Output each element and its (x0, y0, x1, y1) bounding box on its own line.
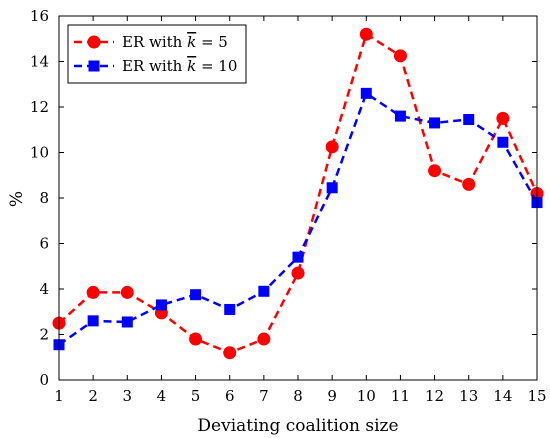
x-tick-label: 5 (191, 387, 201, 405)
series-2-point (394, 110, 406, 122)
y-tick-label: 6 (39, 235, 49, 253)
legend: ER with k = 5 ER with k = 10 (67, 24, 247, 84)
series-2-point (121, 316, 133, 328)
series-1-line (58, 32, 539, 354)
y-tick-label: 14 (30, 53, 49, 71)
x-axis-title: Deviating coalition size (197, 416, 398, 436)
series-1-point (462, 177, 476, 191)
x-tick-label: 9 (327, 387, 337, 405)
series-2-point (326, 182, 338, 194)
x-tick-label: 1 (54, 387, 64, 405)
legend-label: ER with k = 10 (122, 57, 237, 75)
legend-box (67, 24, 247, 84)
x-tick-label: 13 (459, 387, 478, 405)
series-1-point (291, 266, 305, 280)
legend-marker (87, 35, 101, 49)
y-tick-label: 12 (30, 98, 49, 116)
legend-label: ER with k = 5 (122, 33, 228, 51)
series-2-point (497, 136, 509, 148)
y-tick-label: 2 (39, 326, 49, 344)
series-2-point (155, 299, 167, 311)
x-tick-label: 2 (88, 387, 98, 405)
legend-entry-1: ER with k = 5 (74, 33, 228, 51)
series-1-point (257, 332, 271, 346)
x-tick-label: 15 (527, 387, 546, 405)
legend-entry-2: ER with k = 10 (74, 57, 237, 75)
series-1-point (223, 346, 237, 360)
x-tick-label: 8 (293, 387, 303, 405)
x-tick-label: 14 (493, 387, 512, 405)
x-tick-label: 6 (225, 387, 235, 405)
series-1-point (393, 49, 407, 63)
legend-marker (88, 60, 100, 72)
series-2-point (190, 289, 202, 301)
series-2-point (87, 315, 99, 327)
x-tick-label: 3 (123, 387, 133, 405)
series-2-point (292, 251, 304, 263)
series-2-point (258, 285, 270, 297)
series-1-point (189, 332, 203, 346)
series-1-point (325, 140, 339, 154)
series-1-point (120, 285, 134, 299)
x-tick-label: 10 (357, 387, 376, 405)
series-2-point (463, 114, 475, 126)
series-2-point (360, 87, 372, 99)
y-tick-label: 4 (39, 280, 49, 298)
series-1-point (359, 27, 373, 41)
x-tick-label: 11 (391, 387, 410, 405)
x-tick-label: 7 (259, 387, 269, 405)
x-tick-label: 12 (425, 387, 444, 405)
plot-layer (52, 27, 544, 360)
series-2-point (224, 303, 236, 315)
series-1 (52, 27, 544, 360)
series-1-point (496, 111, 510, 125)
y-tick-label: 16 (30, 7, 49, 25)
series-1-point (86, 285, 100, 299)
y-tick-label: 10 (30, 144, 49, 162)
y-tick-label: 8 (39, 189, 49, 207)
x-tick-label: 4 (157, 387, 167, 405)
series-1-point (428, 164, 442, 178)
y-tick-label: 0 (39, 371, 49, 389)
y-axis-title: % (7, 191, 27, 207)
series-2-point (429, 117, 441, 129)
